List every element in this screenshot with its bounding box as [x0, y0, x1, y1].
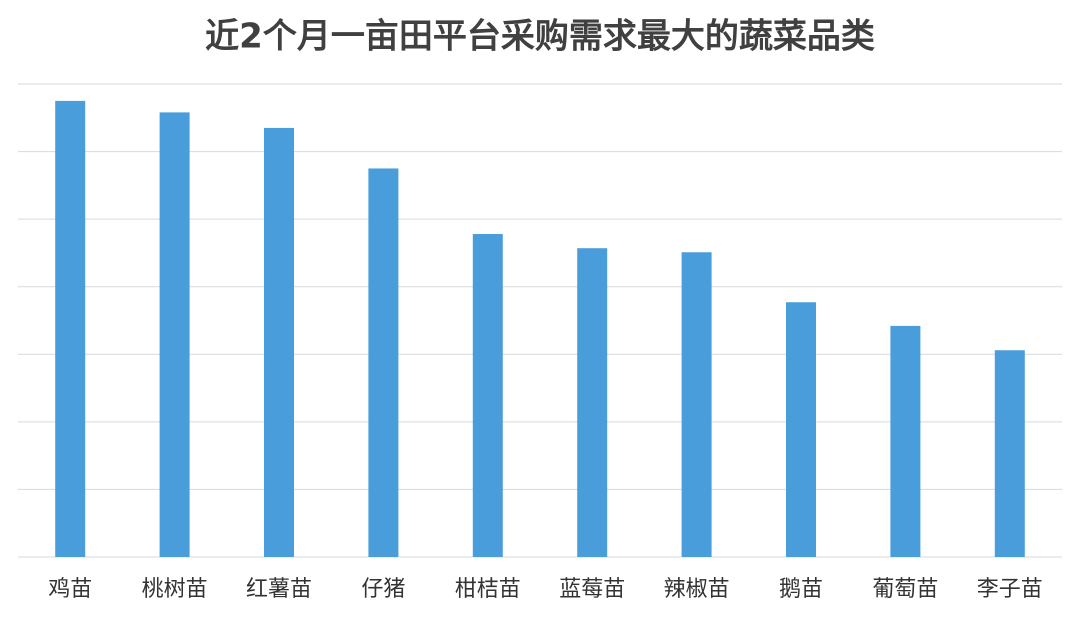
x-tick-label: 李子苗: [977, 577, 1043, 602]
x-tick-label: 仔猪: [361, 577, 405, 602]
x-tick-label: 鸡苗: [48, 577, 92, 602]
x-tick-label: 葡萄苗: [872, 577, 938, 602]
bar: [681, 252, 712, 557]
chart-title: 近2个月一亩田平台采购需求最大的蔬菜品类: [205, 17, 875, 57]
bar: [890, 325, 921, 557]
bar: [55, 100, 86, 558]
bar: [264, 127, 294, 558]
x-tick-label: 红薯苗: [246, 577, 312, 602]
bar: [577, 248, 608, 557]
x-tick-label: 桃树苗: [142, 577, 208, 602]
x-tick-label: 柑桔苗: [455, 577, 521, 602]
bar: [994, 350, 1025, 557]
bar: [786, 302, 816, 557]
x-tick-label: 辣椒苗: [664, 577, 730, 602]
bar: [368, 168, 399, 557]
x-tick-label: 蓝莓苗: [559, 577, 625, 602]
bar: [472, 234, 503, 557]
bar: [159, 112, 190, 557]
x-tick-label: 鹅苗: [779, 577, 823, 602]
